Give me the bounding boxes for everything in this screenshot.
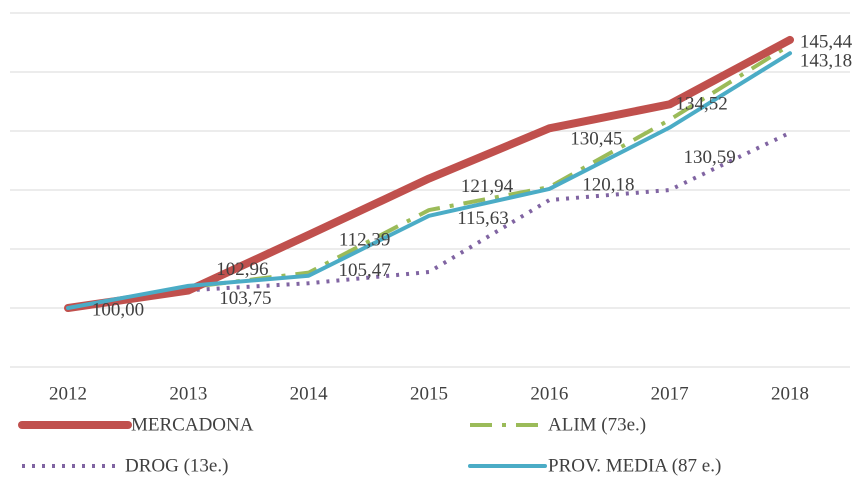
data-label: 120,18 (582, 174, 634, 195)
data-label: 112,39 (339, 229, 391, 250)
data-label: 100,00 (92, 299, 144, 320)
x-tick-label: 2017 (651, 383, 689, 404)
data-label: 143,18 (800, 51, 852, 72)
legend-label: MERCADONA (131, 414, 254, 435)
legend-label: ALIM (73e.) (548, 414, 646, 435)
legend-label: PROV. MEDIA (87 e.) (548, 455, 721, 476)
x-tick-label: 2012 (49, 383, 87, 404)
series-line (67, 130, 791, 310)
x-tick-label: 2014 (290, 383, 329, 404)
data-label: 145,44 (800, 31, 853, 52)
data-label: 121,94 (461, 176, 514, 197)
x-tick-label: 2018 (771, 383, 809, 404)
data-label: 130,59 (684, 147, 736, 168)
data-label: 115,63 (457, 208, 509, 229)
x-tick-label: 2013 (169, 383, 207, 404)
series-line (66, 51, 792, 310)
x-tick-label: 2015 (410, 383, 448, 404)
series-line (64, 35, 794, 312)
data-label: 130,45 (570, 129, 622, 150)
data-label: 103,75 (219, 288, 271, 309)
x-tick-label: 2016 (530, 383, 568, 404)
data-label: 105,47 (339, 260, 391, 281)
legend-label: DROG (13e.) (125, 455, 228, 476)
data-label: 102,96 (216, 259, 268, 280)
series-line (67, 43, 792, 310)
data-label: 134,52 (676, 94, 728, 115)
